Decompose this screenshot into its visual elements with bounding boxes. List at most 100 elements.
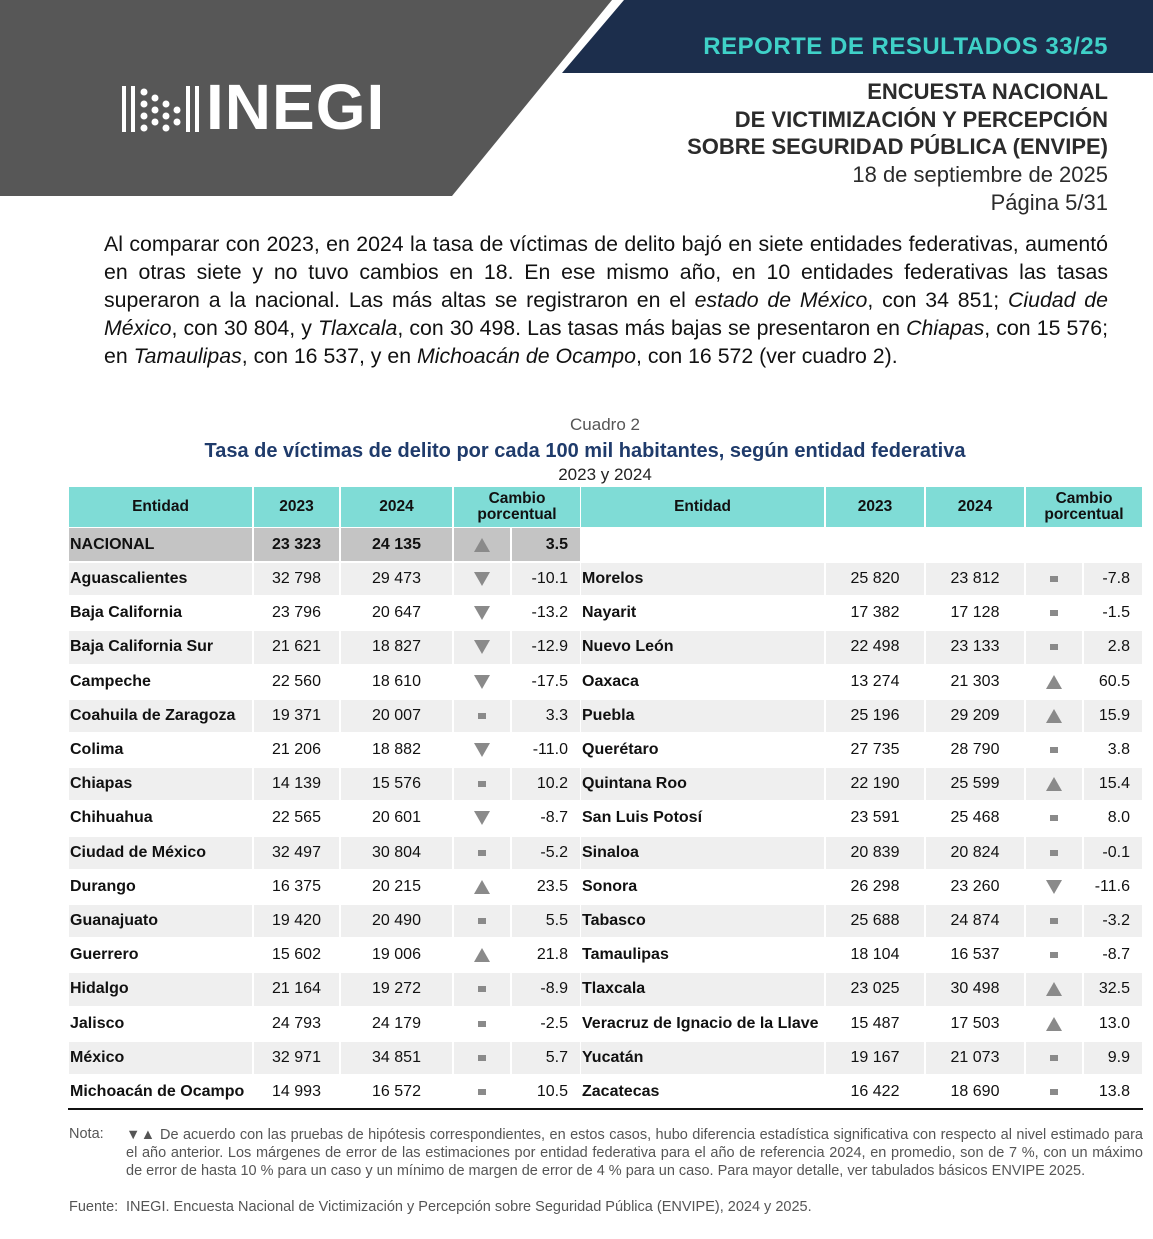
percent-change: -1.5 (1084, 597, 1142, 630)
rate-value: 18 882 (341, 734, 452, 767)
column-header: 2024 (926, 487, 1024, 527)
trend-icon (1050, 747, 1058, 754)
trend-cell (454, 563, 510, 596)
survey-title: SOBRE SEGURIDAD PÚBLICA (ENVIPE) (687, 134, 1108, 159)
rate-value: 13 274 (826, 665, 924, 698)
percent-change: 23.5 (512, 870, 580, 903)
rate-value: 23 796 (254, 597, 339, 630)
entity-name: Michoacán de Ocampo (69, 1076, 252, 1109)
trend-icon (478, 781, 486, 788)
rate-value: 21 164 (254, 973, 339, 1006)
logo: INEGI (206, 71, 386, 143)
rate-value: 25 196 (826, 699, 924, 732)
rate-value: 22 560 (254, 665, 339, 698)
rate-value: 16 572 (341, 1076, 452, 1109)
header-background (0, 0, 1153, 196)
percent-change: -11.6 (1084, 870, 1142, 903)
entity-name: Chihuahua (69, 802, 252, 835)
entity-name: Durango (69, 870, 252, 903)
rate-value: 14 139 (254, 768, 339, 801)
rate-value: 20 490 (341, 905, 452, 938)
rate-value: 18 610 (341, 665, 452, 698)
paragraph-text: , con 34 851; (867, 288, 1008, 312)
entity-name: Puebla (581, 699, 824, 732)
rate-value: 20 601 (341, 802, 452, 835)
trend-icon (1050, 1089, 1058, 1096)
rate-value: 23 323 (254, 528, 339, 561)
paragraph-text: , con 16 537, y en (241, 344, 417, 368)
trend-icon (1050, 576, 1058, 583)
percent-change: -11.0 (512, 734, 580, 767)
rate-value: 25 468 (926, 802, 1024, 835)
paragraph-text: , con 15 576; en (104, 316, 1108, 368)
paragraph-text: Al comparar con 2023, en 2024 la tasa de… (104, 232, 1108, 312)
trend-cell (454, 665, 510, 698)
percent-change: 3.3 (512, 699, 580, 732)
percent-change: -8.9 (512, 973, 580, 1006)
rate-value: 15 576 (341, 768, 452, 801)
date: 18 de septiembre de 2025 (852, 162, 1108, 187)
note: ▼▲ De acuerdo con las pruebas de hipótes… (126, 1127, 1143, 1179)
trend-icon (1050, 952, 1058, 959)
rate-value: 23 812 (926, 563, 1024, 596)
percent-change: 3.8 (1084, 734, 1142, 767)
trend-cell (1026, 734, 1082, 767)
entity-name: Chiapas (69, 768, 252, 801)
rate-value: 22 498 (826, 631, 924, 664)
rate-value: 22 565 (254, 802, 339, 835)
table-caption: Cuadro 2 (570, 415, 640, 434)
entity-name: Aguascalientes (69, 563, 252, 596)
rate-value: 16 537 (926, 939, 1024, 972)
column-header: 2023 (826, 487, 924, 527)
logo-dots (122, 86, 199, 132)
percent-change: 13.8 (1084, 1076, 1142, 1109)
rate-value: 18 690 (926, 1076, 1024, 1109)
page-number: Página 5/31 (990, 190, 1108, 215)
rate-value: 17 503 (926, 1007, 1024, 1040)
trend-icon (478, 1054, 486, 1061)
report-number: REPORTE DE RESULTADOS 33/25 (703, 33, 1108, 60)
trend-icon (474, 674, 490, 689)
trend-icon (478, 918, 486, 925)
percent-change: -8.7 (1084, 939, 1142, 972)
paragraph-text: Ciudad de México (104, 288, 1108, 340)
table-subtitle: 2023 y 2024 (558, 465, 652, 484)
survey-title: DE VICTIMIZACIÓN Y PERCEPCIÓN (734, 107, 1108, 132)
trend-icon (1050, 849, 1058, 856)
percent-change: -2.5 (512, 1007, 580, 1040)
column-header: Entidad (69, 487, 252, 527)
trend-icon (1050, 815, 1058, 822)
trend-icon (478, 849, 486, 856)
paragraph-text: Tlaxcala (318, 316, 398, 340)
rate-value: 26 298 (826, 870, 924, 903)
trend-icon (474, 606, 490, 621)
column-header: Cambio porcentual (454, 487, 580, 527)
percent-change: 9.9 (1084, 1041, 1142, 1074)
entity-name: Hidalgo (69, 973, 252, 1006)
percent-change: -5.2 (512, 836, 580, 869)
percent-change: 10.2 (512, 768, 580, 801)
percent-change: -8.7 (512, 802, 580, 835)
trend-cell (1026, 870, 1082, 903)
rate-value: 23 133 (926, 631, 1024, 664)
rate-value: 17 128 (926, 597, 1024, 630)
trend-cell (1026, 768, 1082, 801)
trend-cell (1026, 1076, 1082, 1109)
trend-cell (454, 973, 510, 1006)
trend-cell (454, 870, 510, 903)
entity-name: NACIONAL (69, 528, 252, 561)
entity-name: Guanajuato (69, 905, 252, 938)
rate-value: 25 688 (826, 905, 924, 938)
trend-cell (454, 734, 510, 767)
entity-name: Tlaxcala (581, 973, 824, 1006)
paragraph-text: , con 30 804, y (171, 316, 319, 340)
percent-change: 60.5 (1084, 665, 1142, 698)
rate-value: 32 497 (254, 836, 339, 869)
trend-icon (474, 811, 490, 826)
rate-value: 27 735 (826, 734, 924, 767)
trend-cell (454, 528, 510, 561)
percent-change: -13.2 (512, 597, 580, 630)
percent-change: 15.4 (1084, 768, 1142, 801)
trend-icon (478, 1089, 486, 1096)
trend-cell (1026, 836, 1082, 869)
